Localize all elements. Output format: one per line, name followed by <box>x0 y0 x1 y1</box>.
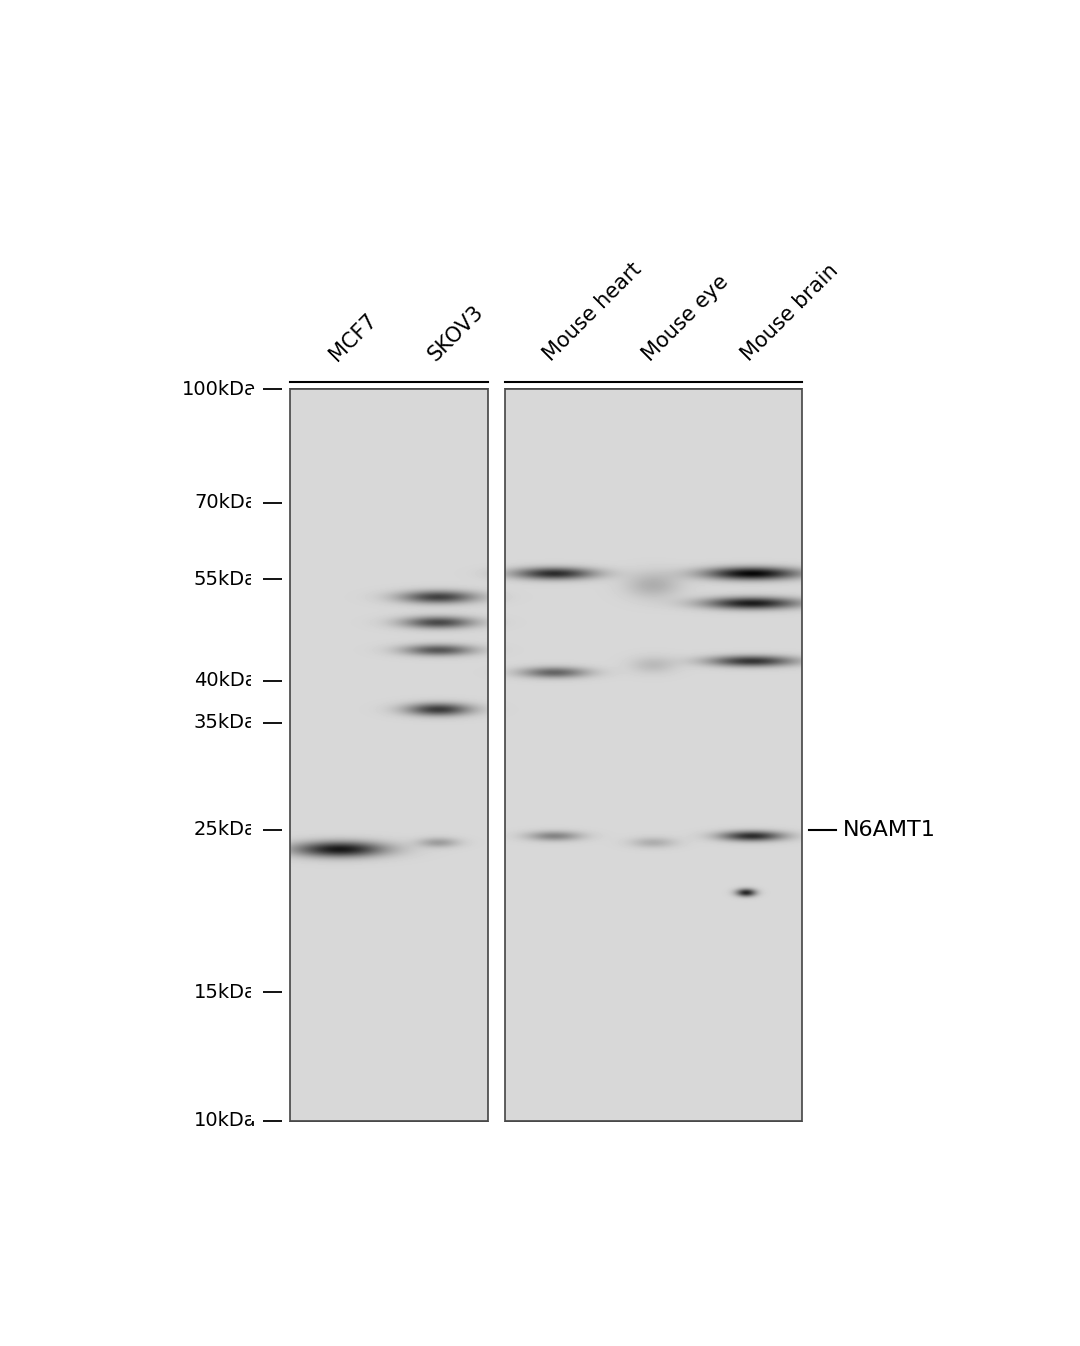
Bar <box>504 389 801 1121</box>
Text: 25kDa: 25kDa <box>193 820 257 840</box>
Bar <box>291 389 488 1121</box>
Text: 55kDa: 55kDa <box>193 569 257 588</box>
Text: N6AMT1: N6AMT1 <box>842 820 935 840</box>
Bar <box>801 389 840 1121</box>
Bar <box>252 389 291 1121</box>
Bar <box>488 389 504 1121</box>
Text: 100kDa: 100kDa <box>181 380 257 398</box>
Text: Mouse brain: Mouse brain <box>738 260 842 365</box>
Bar <box>504 389 801 1121</box>
Text: 35kDa: 35kDa <box>193 713 257 732</box>
Text: Mouse heart: Mouse heart <box>540 258 646 365</box>
Text: SKOV3: SKOV3 <box>424 302 487 365</box>
Text: 10kDa: 10kDa <box>194 1112 257 1131</box>
Text: 15kDa: 15kDa <box>193 983 257 1001</box>
Bar <box>291 389 488 1121</box>
Text: 70kDa: 70kDa <box>194 493 257 513</box>
Text: Mouse eye: Mouse eye <box>639 272 732 365</box>
Text: MCF7: MCF7 <box>325 310 380 365</box>
Text: 40kDa: 40kDa <box>194 672 257 690</box>
